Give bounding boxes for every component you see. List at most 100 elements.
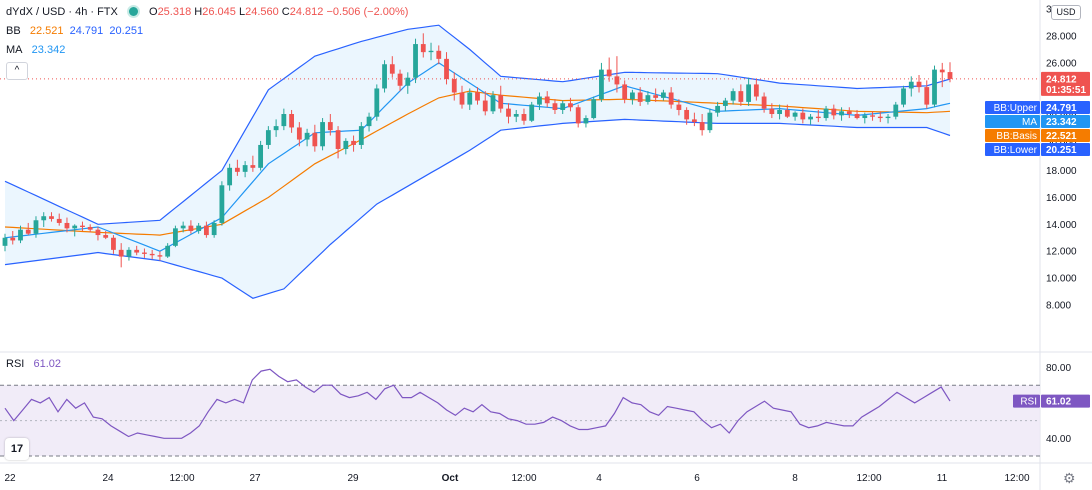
- candle-body: [513, 114, 519, 117]
- symbol-title: dYdX / USD · 4h · FTX: [6, 6, 118, 18]
- chevron-up-icon: ^: [14, 65, 20, 76]
- candle-body: [506, 108, 511, 117]
- candle-body: [335, 130, 341, 149]
- candle-body: [180, 225, 186, 229]
- candle-body: [289, 114, 294, 128]
- time-tick-label: 27: [249, 473, 261, 484]
- candle-body: [134, 249, 140, 253]
- candle-body: [753, 84, 759, 97]
- candle-body: [56, 218, 62, 223]
- candle-body: [87, 226, 93, 230]
- candle-body: [490, 95, 496, 112]
- bb-lower-value-badge: [1041, 143, 1090, 156]
- rsi-value: 61.02: [33, 358, 62, 370]
- candle-body: [831, 108, 837, 116]
- bb-upper-label-badge: [985, 101, 1040, 114]
- candle-body: [800, 112, 806, 120]
- candle-body: [389, 64, 395, 74]
- currency-button[interactable]: USD: [1051, 5, 1081, 20]
- candle-body: [242, 165, 248, 172]
- candle-body: [173, 228, 178, 246]
- bb-lower-badge-label: BB:Lower: [994, 145, 1038, 156]
- candle-body: [126, 249, 132, 257]
- candle-body: [196, 225, 202, 232]
- candle-body: [49, 216, 54, 219]
- candle-body: [351, 140, 356, 145]
- close-value: 24.812: [289, 6, 324, 18]
- candle-body: [72, 225, 78, 229]
- candle-body: [583, 118, 589, 124]
- candle-body: [684, 109, 690, 120]
- candle-body: [273, 126, 279, 131]
- candle-body: [142, 252, 147, 254]
- candle-body: [924, 87, 930, 105]
- rsi-badge-label: RSI: [1020, 397, 1037, 408]
- gear-icon[interactable]: ⚙: [1063, 470, 1076, 486]
- bb-lower-line: [4, 118, 951, 299]
- candle-body: [33, 220, 39, 234]
- time-tick-label: 12:00: [511, 473, 536, 484]
- candle-body: [250, 165, 256, 168]
- candle-body: [25, 229, 31, 234]
- time-tick-label: Oct: [442, 473, 459, 484]
- candle-body: [498, 95, 504, 109]
- candle-body: [227, 167, 233, 186]
- candle-body: [715, 105, 721, 113]
- candle-body: [599, 69, 604, 100]
- logo-text: 17: [10, 443, 24, 455]
- candle-body: [327, 122, 333, 131]
- candle-body: [668, 92, 674, 105]
- price-tick-label: 10.000: [1046, 274, 1077, 285]
- price-tick-label: 16.000: [1046, 193, 1077, 204]
- market-status-dot: [128, 7, 138, 16]
- candle-body: [234, 167, 240, 172]
- price-tick-label: 8.000: [1046, 301, 1071, 312]
- ma-label-badge: [985, 115, 1040, 128]
- time-tick-label: 12:00: [1004, 473, 1029, 484]
- candle-body: [738, 91, 744, 102]
- candle-body: [258, 144, 264, 168]
- ma-label: MA: [6, 44, 23, 56]
- candle-body: [637, 92, 643, 102]
- candle-body: [529, 104, 535, 121]
- rsi-tick-label: 80.00: [1046, 363, 1071, 374]
- bb-basis-value: 22.521: [29, 25, 64, 37]
- candle-body: [939, 69, 945, 73]
- candle-body: [552, 103, 558, 110]
- time-tick-label: 12:00: [169, 473, 194, 484]
- ma-legend[interactable]: MA 23.342: [6, 44, 65, 56]
- open-value: 25.318: [157, 6, 192, 18]
- candle-body: [901, 88, 906, 105]
- candle-body: [591, 99, 597, 119]
- candle-body: [444, 58, 449, 80]
- time-tick-label: 22: [4, 473, 16, 484]
- time-tick-label: 11: [937, 473, 948, 484]
- candle-body: [877, 116, 883, 119]
- tradingview-logo[interactable]: 17: [5, 438, 29, 460]
- rsi-label-badge: [1013, 394, 1040, 408]
- candle-body: [823, 108, 829, 119]
- candle-body: [157, 255, 163, 257]
- candle-body: [707, 112, 713, 131]
- bb-basis-value-badge: [1041, 129, 1090, 142]
- bb-legend[interactable]: BB 22.521 24.791 20.251: [6, 25, 143, 37]
- time-tick-label: 6: [694, 473, 700, 484]
- bb-basis-label-badge: [985, 129, 1040, 142]
- candle-body: [854, 114, 860, 119]
- bb-band-fill: [5, 25, 950, 299]
- candle-body: [451, 79, 457, 93]
- price-tick-label: 14.000: [1046, 220, 1077, 231]
- candle-body: [413, 44, 418, 78]
- candle-body: [777, 109, 782, 115]
- candle-body: [320, 122, 325, 147]
- rsi-legend[interactable]: RSI 61.02: [6, 358, 61, 370]
- collapse-legend-button[interactable]: ^: [6, 62, 28, 80]
- time-tick-label: 29: [347, 473, 359, 484]
- candle-body: [699, 122, 705, 131]
- candle-body: [103, 235, 109, 238]
- rsi-tick-label: 40.00: [1046, 434, 1071, 445]
- change-value: −0.506 (−2.00%): [326, 6, 409, 18]
- candle-body: [2, 237, 8, 246]
